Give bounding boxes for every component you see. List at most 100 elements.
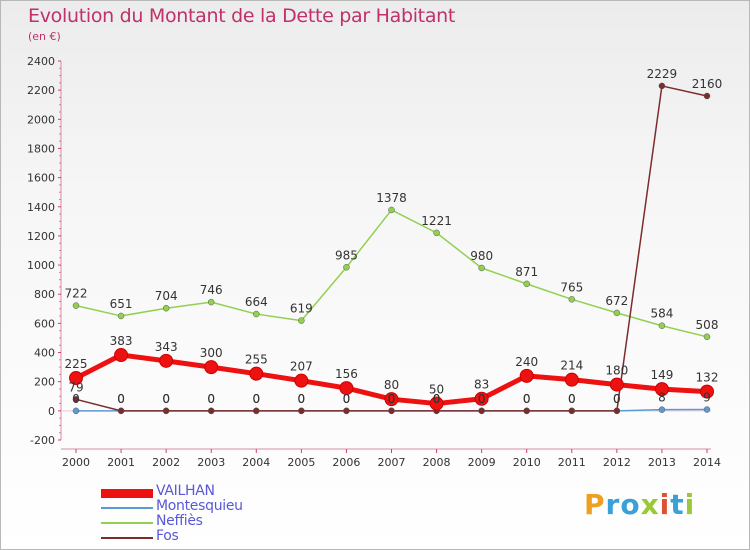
data-point	[609, 377, 624, 392]
data-point	[114, 348, 129, 363]
data-point	[700, 384, 714, 399]
chart-subtitle: (en €)	[28, 30, 61, 43]
data-label: 0	[568, 392, 576, 406]
data-label: 0	[117, 392, 125, 406]
data-point	[478, 264, 485, 272]
data-label: 0	[207, 392, 215, 406]
data-point	[159, 353, 174, 368]
x-tick-label: 2006	[332, 456, 360, 469]
y-tick-label: 1800	[27, 142, 55, 155]
data-point	[162, 304, 170, 312]
y-tick-label: 1600	[27, 172, 55, 185]
data-point	[69, 371, 83, 386]
data-point	[703, 406, 711, 413]
data-label: 0	[207, 392, 215, 406]
data-label: 0	[613, 392, 621, 406]
data-label: 0	[433, 392, 441, 406]
data-label: 207	[290, 360, 313, 374]
data-point	[654, 382, 669, 397]
data-point	[72, 407, 80, 415]
data-point	[433, 229, 440, 237]
x-tick-label: 2000	[62, 456, 90, 469]
x-tick-label: 2002	[152, 456, 180, 469]
legend-label: Montesquieu	[156, 498, 243, 514]
data-label: 704	[155, 289, 178, 303]
data-point	[117, 312, 125, 320]
data-label: 0	[162, 392, 170, 406]
logo-letter: t	[670, 488, 685, 521]
data-label: 619	[290, 302, 313, 316]
data-label: 0	[117, 392, 125, 406]
legend-swatch	[101, 488, 153, 498]
data-point	[339, 381, 354, 396]
x-tick-label: 2010	[513, 456, 541, 469]
data-label: 50	[429, 383, 444, 397]
legend-label: VAILHAN	[156, 483, 215, 499]
data-label: 255	[245, 353, 268, 367]
data-point	[388, 407, 395, 415]
legend-item-neffiès: Neffiès	[101, 513, 341, 530]
data-label: 132	[696, 371, 719, 385]
data-label: 0	[298, 392, 306, 406]
data-label: 9	[703, 391, 711, 405]
data-label: 240	[515, 355, 538, 369]
data-label: 651	[110, 297, 133, 311]
x-tick-label: 2013	[648, 456, 676, 469]
data-point	[568, 407, 576, 415]
data-label: 225	[65, 357, 88, 371]
y-tick-label: 0	[48, 405, 55, 418]
series-neffiès	[72, 206, 711, 341]
data-label: 746	[200, 283, 223, 297]
chart-series	[69, 82, 714, 415]
labels-montesquieu: 0 0 0 0 0 0 0 0 0 0 0 0 0 8 9	[72, 391, 711, 406]
labels-vailhan: 225 383 343 300 255 207 156 80 50 83 240 214 180 149 1…	[65, 334, 719, 397]
data-point	[343, 407, 350, 415]
y-tick-label: 200	[34, 376, 55, 389]
legend-swatch	[101, 537, 153, 539]
data-label: 1221	[421, 214, 452, 228]
logo-letter: r	[605, 488, 621, 521]
data-label: 2160	[692, 77, 723, 91]
logo-letter: i	[659, 488, 671, 521]
data-label: 672	[605, 294, 628, 308]
legend-item-vailhan: VAILHAN	[101, 483, 341, 500]
data-point	[568, 296, 576, 303]
data-point	[72, 396, 80, 403]
data-point	[298, 407, 305, 415]
data-label: 0	[568, 392, 576, 406]
data-point	[162, 407, 170, 415]
x-tick-label: 2011	[558, 456, 586, 469]
data-point	[658, 322, 666, 329]
data-label: 664	[245, 295, 268, 309]
y-tick-label: 2200	[27, 84, 55, 97]
x-tick-label: 2014	[693, 456, 721, 469]
data-label: 1378	[376, 191, 407, 205]
data-point	[658, 406, 666, 413]
legend-label: Fos	[156, 528, 179, 544]
y-tick-label: 1200	[27, 230, 55, 243]
data-point	[204, 360, 219, 375]
data-point	[658, 82, 666, 90]
data-point	[207, 298, 215, 306]
data-point	[703, 92, 711, 100]
data-point	[249, 366, 264, 381]
data-point	[207, 407, 215, 415]
series-fos	[72, 82, 711, 415]
data-label: 300	[200, 346, 223, 360]
data-point	[478, 407, 485, 415]
data-point	[388, 206, 395, 214]
data-label: 214	[560, 359, 583, 373]
proxiti-logo: Proxiti	[584, 488, 695, 521]
labels-neffiès: 722 651 704 746 664 619 985 1378 1221 980 871 765 67…	[65, 191, 719, 332]
y-tick-label: 400	[34, 347, 55, 360]
legend-item-montesquieu: Montesquieu	[101, 498, 341, 515]
data-label: 508	[696, 318, 719, 332]
y-tick-label: 2400	[27, 55, 55, 68]
x-tick-label: 2004	[242, 456, 270, 469]
logo-letter: o	[620, 488, 641, 521]
data-point	[72, 302, 80, 309]
x-tick-label: 2012	[603, 456, 631, 469]
